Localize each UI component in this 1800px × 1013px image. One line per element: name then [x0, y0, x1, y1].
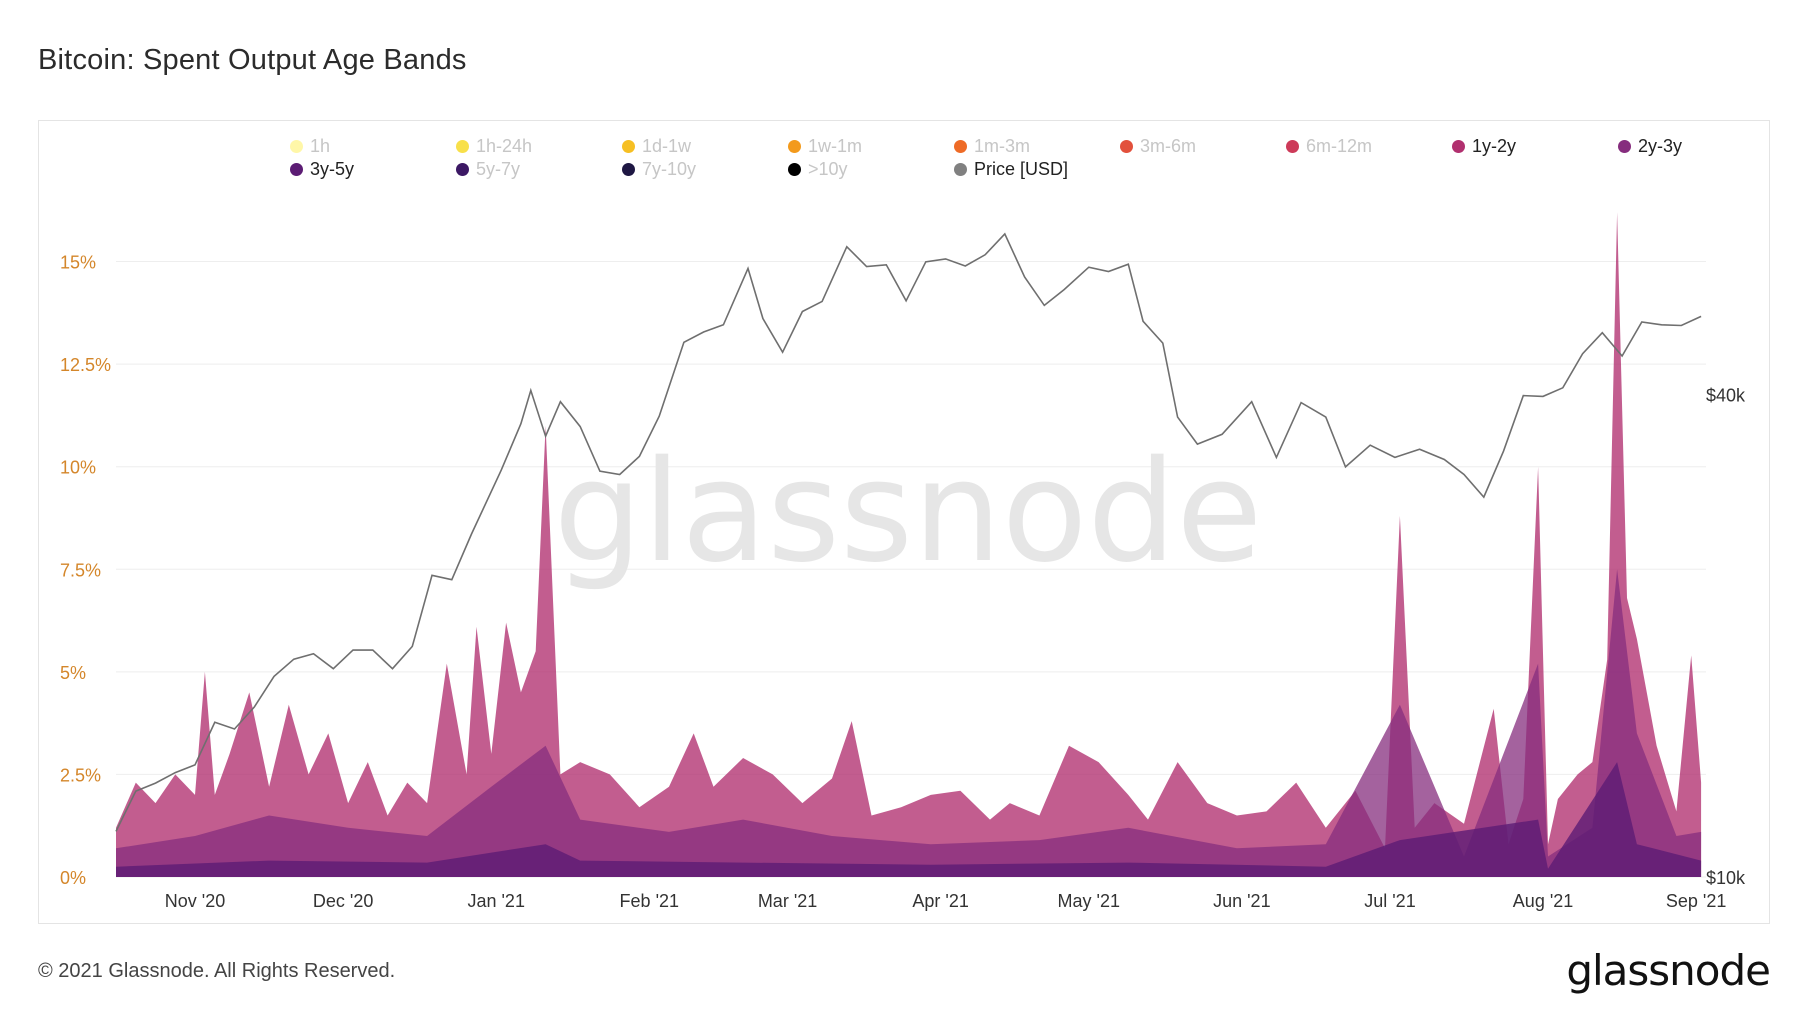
legend-item-1w-1m[interactable]: 1w-1m — [788, 136, 862, 157]
legend-label: 1d-1w — [642, 136, 692, 156]
legend-item-1d-1w[interactable]: 1d-1w — [622, 136, 691, 157]
legend-label: 3m-6m — [1140, 136, 1197, 156]
legend-label: 1h-24h — [476, 136, 533, 156]
chart-title: Bitcoin: Spent Output Age Bands — [38, 44, 467, 76]
x-tick-label: Nov '20 — [165, 891, 225, 911]
area-series — [116, 212, 1702, 878]
legend-swatch — [290, 140, 303, 153]
legend-item-1m-3m[interactable]: 1m-3m — [954, 136, 1030, 157]
x-tick-label: Apr '21 — [912, 891, 968, 911]
legend-item-5y-7y[interactable]: 5y-7y — [456, 159, 520, 180]
x-tick-label: Jul '21 — [1364, 891, 1415, 911]
legend-swatch — [788, 163, 801, 176]
legend-item-1h-24h[interactable]: 1h-24h — [456, 136, 532, 157]
legend-label: 7y-10y — [642, 159, 697, 179]
y-axis-right: $10k $40k — [1706, 386, 1746, 888]
legend-swatch — [1618, 140, 1631, 153]
y-left-tick-label: 12.5% — [60, 355, 111, 375]
y-left-tick-label: 5% — [60, 663, 86, 683]
y-left-tick-label: 15% — [60, 253, 96, 273]
x-tick-label: Jun '21 — [1213, 891, 1270, 911]
area-3y-5y — [116, 762, 1702, 877]
legend-label: 1m-3m — [974, 136, 1031, 156]
legend-item-price-usd-[interactable]: Price [USD] — [954, 159, 1068, 180]
watermark: glassnode — [554, 431, 1263, 594]
x-tick-label: Jan '21 — [467, 891, 524, 911]
y-left-tick-label: 0% — [60, 868, 86, 888]
y-right-tick-label: $10k — [1706, 868, 1746, 888]
x-tick-label: Mar '21 — [758, 891, 817, 911]
y-right-tick-label: $40k — [1706, 386, 1746, 406]
price-series — [115, 232, 1702, 832]
legend-item-1y-2y[interactable]: 1y-2y — [1452, 136, 1516, 157]
legend-item-3y-5y[interactable]: 3y-5y — [290, 159, 354, 180]
legend-swatch — [290, 163, 303, 176]
legend-label: >10y — [808, 159, 848, 179]
legend-swatch — [622, 163, 635, 176]
legend-item-6m-12m[interactable]: 6m-12m — [1286, 136, 1372, 157]
legend-swatch — [622, 140, 635, 153]
legend-swatch — [1286, 140, 1299, 153]
y-left-tick-label: 10% — [60, 458, 96, 478]
legend-item-3m-6m[interactable]: 3m-6m — [1120, 136, 1196, 157]
legend-swatch — [456, 140, 469, 153]
x-tick-label: May '21 — [1058, 891, 1120, 911]
copyright-footer: © 2021 Glassnode. All Rights Reserved. — [38, 960, 396, 982]
legend-swatch — [456, 163, 469, 176]
y-left-tick-label: 7.5% — [60, 560, 101, 580]
legend-label: 1w-1m — [808, 136, 863, 156]
legend-item--10y[interactable]: >10y — [788, 159, 848, 180]
legend-label: 5y-7y — [476, 159, 521, 179]
legend-swatch — [1452, 140, 1465, 153]
chart-frame — [38, 120, 1770, 924]
glassnode-logo[interactable]: glassnode — [1566, 946, 1771, 995]
area-1y-2y — [116, 212, 1702, 878]
legend-item-2y-3y[interactable]: 2y-3y — [1618, 136, 1682, 157]
y-left-tick-label: 2.5% — [60, 765, 101, 785]
x-tick-label: Sep '21 — [1666, 891, 1727, 911]
x-axis: Nov '20 Dec '20 Jan '21 Feb '21 Mar '21 Apr '… — [165, 891, 1727, 911]
price-line — [115, 232, 1702, 832]
legend-item-7y-10y[interactable]: 7y-10y — [622, 159, 696, 180]
area-2y-3y — [116, 569, 1702, 877]
x-tick-label: Aug '21 — [1513, 891, 1574, 911]
legend-label: 1y-2y — [1472, 136, 1517, 156]
legend-label: 6m-12m — [1306, 136, 1373, 156]
legend-swatch — [954, 140, 967, 153]
legend-label: Price [USD] — [974, 159, 1069, 179]
x-tick-label: Dec '20 — [313, 891, 373, 911]
legend-label: 1h — [310, 136, 331, 156]
legend-item-1h[interactable]: 1h — [290, 136, 330, 157]
legend-label: 2y-3y — [1638, 136, 1683, 156]
legend-swatch — [788, 140, 801, 153]
legend-swatch — [954, 163, 967, 176]
legend-swatch — [1120, 140, 1133, 153]
y-axis-left: 0% 2.5% 5% 7.5% 10% 12.5% 15% — [60, 253, 111, 888]
legend-label: 3y-5y — [310, 159, 355, 179]
x-tick-label: Feb '21 — [620, 891, 679, 911]
